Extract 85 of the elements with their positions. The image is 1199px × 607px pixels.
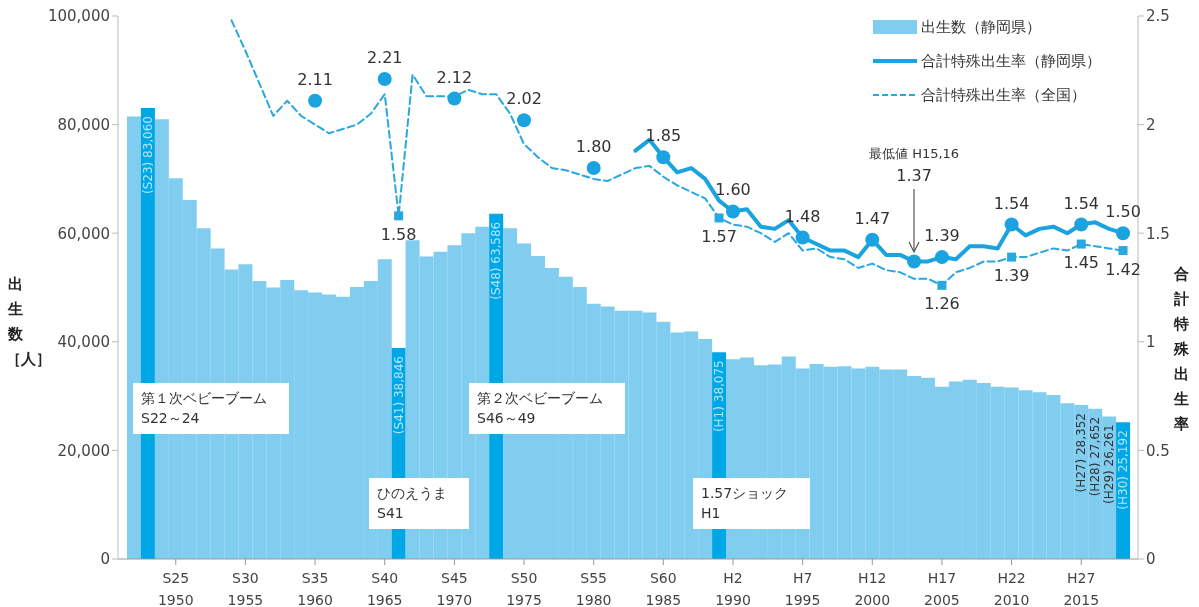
x-tick-label: S35 1960 xyxy=(297,570,333,607)
y2-tick-label: 2.5 xyxy=(1146,7,1170,26)
data-label: (H27) 28,352 xyxy=(1074,413,1089,493)
x-tick-label: H2 1990 xyxy=(715,570,751,607)
legend-label: 合計特殊出生率（全国） xyxy=(921,85,1086,105)
data-label: 1.57 xyxy=(701,227,737,246)
point xyxy=(1116,226,1131,241)
data-label: (S48) 63,586 xyxy=(489,221,504,300)
x-tick-label: S50 1975 xyxy=(506,570,542,607)
data-label: (H29) 26,261 xyxy=(1102,424,1117,504)
legend-label: 出生数（静岡県） xyxy=(921,17,1041,37)
point xyxy=(586,161,601,176)
point xyxy=(934,250,949,265)
y2-tick-label: 1.5 xyxy=(1146,224,1170,243)
legend-label: 合計特殊出生率（静岡県） xyxy=(921,51,1101,71)
point xyxy=(1007,252,1017,262)
y-tick-label: 20,000 xyxy=(57,441,110,460)
data-label: 2.11 xyxy=(297,69,333,89)
data-label: 2.21 xyxy=(366,47,403,67)
point xyxy=(795,230,810,245)
data-label: 1.42 xyxy=(1105,259,1141,279)
annotation: ひのえうま S41 xyxy=(369,478,469,529)
x-tick-label: S45 1970 xyxy=(436,570,473,607)
point xyxy=(1076,239,1086,249)
point xyxy=(714,213,724,223)
point xyxy=(394,211,404,221)
point xyxy=(377,71,392,86)
x-tick-label: H27 2015 xyxy=(1063,570,1100,607)
data-label: (S23) 83,060 xyxy=(140,115,155,195)
x-tick-label: H7 1995 xyxy=(784,570,821,607)
y-tick-label: 0 xyxy=(100,550,110,569)
data-label: 1.39 xyxy=(993,266,1030,286)
y-tick-label: 60,000 xyxy=(57,224,110,243)
y-tick-label: 100,000 xyxy=(47,7,110,26)
data-label: 1.47 xyxy=(854,208,891,228)
y-axis-title: 出生数［人］ xyxy=(6,274,51,370)
point xyxy=(517,113,532,128)
x-tick-label: H17 2005 xyxy=(924,570,960,607)
point xyxy=(1118,246,1128,256)
data-label: 1.60 xyxy=(715,180,751,200)
y-tick-label: 80,000 xyxy=(57,115,110,134)
point xyxy=(907,254,922,269)
x-tick-label: S55 1980 xyxy=(575,570,612,607)
annotation: 1.57ショック H1 xyxy=(693,478,811,529)
data-label: 2.12 xyxy=(436,67,473,87)
point xyxy=(725,204,740,219)
data-label: (S41) 38,846 xyxy=(391,356,406,435)
point xyxy=(1074,217,1089,232)
data-label: 1.39 xyxy=(924,226,960,246)
point xyxy=(937,280,947,290)
x-tick-label: S25 1950 xyxy=(157,570,194,607)
point xyxy=(865,232,880,247)
point xyxy=(1004,217,1019,232)
y2-tick-label: 1 xyxy=(1146,333,1156,352)
y2-tick-label: 0.5 xyxy=(1146,441,1170,460)
data-label: 1.85 xyxy=(645,126,682,146)
x-tick-label: S40 1965 xyxy=(366,570,403,607)
data-label: (H28) 27,652 xyxy=(1088,416,1103,497)
y2-axis-title: 合計特殊出生率 xyxy=(1172,264,1190,435)
annotation: 最低値 H15,16 xyxy=(868,145,961,164)
x-tick-label: H22 2010 xyxy=(993,570,1030,607)
point xyxy=(656,150,671,165)
bar xyxy=(127,116,141,559)
data-label: 1.37 xyxy=(896,166,932,186)
x-tick-label: S30 1955 xyxy=(227,570,264,607)
data-label: 1.58 xyxy=(380,224,417,244)
data-label: 1.26 xyxy=(924,294,960,314)
x-tick-label: H12 2000 xyxy=(854,570,891,607)
data-label: 1.45 xyxy=(1063,253,1100,273)
data-label: 1.80 xyxy=(575,137,612,157)
y2-tick-label: 2 xyxy=(1146,115,1156,134)
annotation: 第１次ベビーブーム S22～24 xyxy=(133,383,289,434)
y2-tick-label: 0 xyxy=(1146,550,1156,569)
point xyxy=(447,91,462,106)
x-tick-label: S60 1985 xyxy=(645,570,682,607)
annotation: 第２次ベビーブーム S46～49 xyxy=(469,383,625,434)
y-tick-label: 40,000 xyxy=(57,333,110,352)
data-label: 1.54 xyxy=(1063,193,1100,213)
point xyxy=(308,93,323,108)
data-label: (H1) 38,075 xyxy=(712,360,727,433)
data-label: 2.02 xyxy=(506,89,542,109)
data-label: 1.48 xyxy=(784,206,821,226)
data-label: 1.50 xyxy=(1105,202,1141,222)
data-label: (H30) 25,192 xyxy=(1116,430,1131,510)
data-label: 1.54 xyxy=(993,193,1030,213)
